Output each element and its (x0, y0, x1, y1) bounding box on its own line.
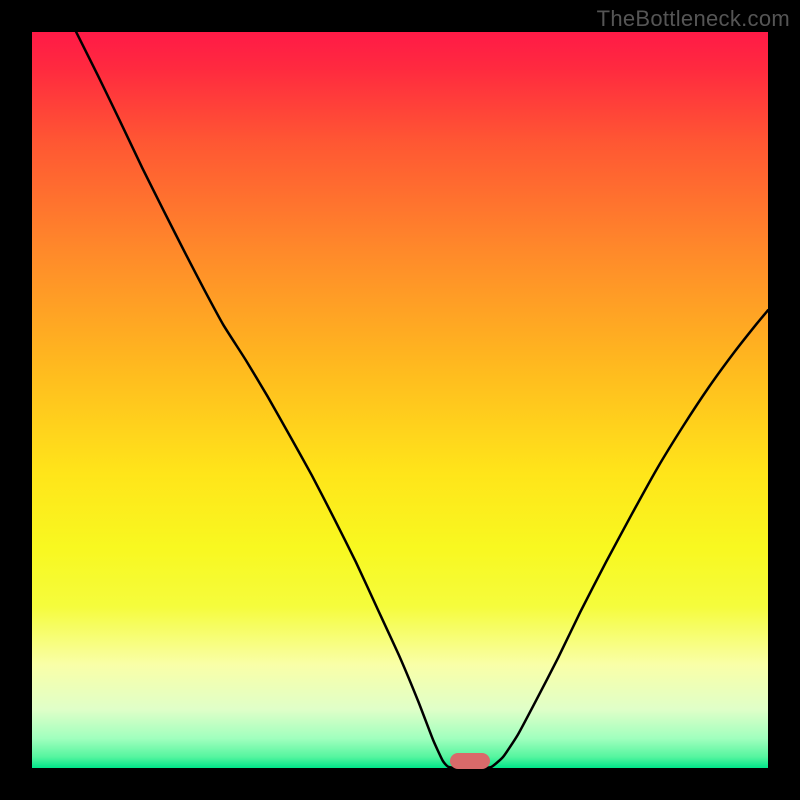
watermark-text: TheBottleneck.com (597, 6, 790, 32)
plot-area (32, 32, 768, 768)
bottleneck-chart-svg (32, 32, 768, 768)
bottleneck-marker (450, 753, 490, 769)
